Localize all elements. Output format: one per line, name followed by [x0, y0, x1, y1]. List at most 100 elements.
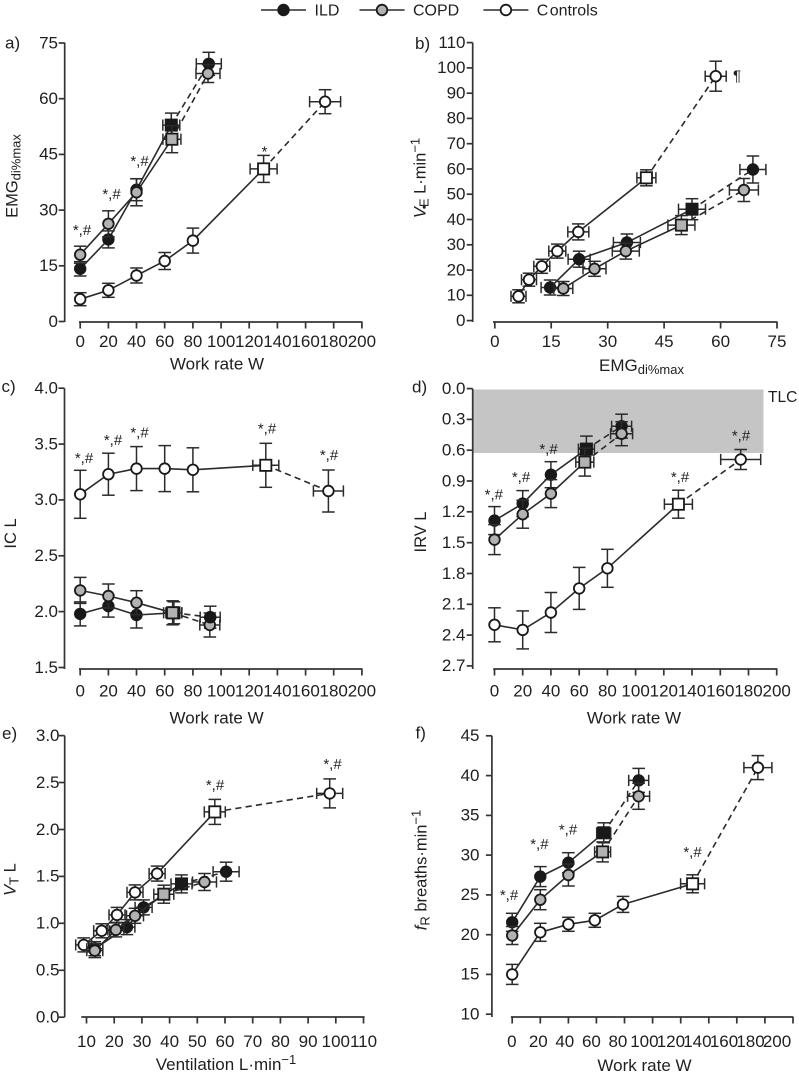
svg-text:0: 0: [490, 332, 499, 351]
svg-text:200: 200: [763, 1032, 791, 1051]
svg-text:80: 80: [608, 1032, 627, 1051]
svg-text:60: 60: [155, 682, 174, 701]
svg-text:180: 180: [734, 682, 762, 701]
svg-text:75: 75: [768, 332, 787, 351]
svg-text:2.0: 2.0: [36, 820, 60, 839]
svg-text:30: 30: [132, 1032, 151, 1051]
svg-text:100: 100: [322, 1032, 350, 1051]
svg-text:60: 60: [711, 332, 730, 351]
svg-text:*,#: *,#: [512, 469, 531, 486]
svg-text:25: 25: [461, 885, 480, 904]
svg-text:60: 60: [447, 159, 466, 178]
svg-text:TLC: TLC: [768, 389, 797, 406]
svg-text:180: 180: [736, 1032, 764, 1051]
svg-text:*,#: *,#: [530, 836, 549, 853]
svg-text:140: 140: [263, 332, 291, 351]
svg-text:d): d): [412, 378, 427, 397]
svg-text:0.5: 0.5: [36, 961, 60, 980]
svg-text:2.1: 2.1: [442, 595, 466, 614]
svg-text:20: 20: [461, 925, 480, 944]
svg-text:45: 45: [655, 332, 674, 351]
svg-text:120: 120: [235, 332, 263, 351]
svg-text:70: 70: [447, 134, 466, 153]
svg-text:EMGdi%max: EMGdi%max: [4, 134, 24, 218]
svg-text:30: 30: [461, 845, 480, 864]
svg-text:f): f): [416, 723, 426, 742]
svg-text:180: 180: [320, 332, 348, 351]
svg-text:90: 90: [447, 84, 466, 103]
svg-text:60: 60: [216, 1032, 235, 1051]
svg-text:0: 0: [456, 311, 465, 330]
svg-text:*,#: *,#: [559, 822, 578, 839]
svg-text:a): a): [5, 34, 20, 53]
svg-text:45: 45: [461, 726, 480, 745]
svg-text:*,#: *,#: [130, 153, 149, 170]
svg-text:160: 160: [710, 1032, 738, 1051]
svg-text:100: 100: [437, 58, 465, 77]
svg-text:160: 160: [291, 682, 319, 701]
svg-text:20: 20: [99, 682, 118, 701]
svg-text:C ontrols: C ontrols: [537, 3, 598, 20]
svg-text:40: 40: [541, 682, 560, 701]
svg-text:15: 15: [542, 332, 561, 351]
svg-text:ILD: ILD: [315, 3, 340, 20]
svg-text:15: 15: [461, 965, 480, 984]
svg-text:10: 10: [77, 1032, 96, 1051]
svg-text:200: 200: [348, 682, 376, 701]
svg-text:70: 70: [243, 1032, 262, 1051]
svg-text:*,#: *,#: [102, 186, 121, 203]
svg-text:1.5: 1.5: [442, 533, 466, 552]
svg-text:IC L: IC L: [2, 518, 20, 548]
svg-text:*,#: *,#: [73, 222, 92, 239]
svg-text:20: 20: [99, 332, 118, 351]
svg-text:3.5: 3.5: [34, 434, 58, 453]
svg-text:0: 0: [507, 1032, 516, 1051]
svg-text:IRV L: IRV L: [412, 512, 430, 553]
svg-text:1.2: 1.2: [442, 502, 466, 521]
svg-text:50: 50: [188, 1032, 207, 1051]
svg-text:*,#: *,#: [130, 425, 149, 442]
svg-text:VT L: VT L: [2, 863, 22, 896]
svg-text:1.0: 1.0: [36, 914, 60, 933]
svg-text:30: 30: [447, 235, 466, 254]
svg-text:20: 20: [447, 260, 466, 279]
svg-text:60: 60: [155, 332, 174, 351]
svg-text:*,#: *,#: [732, 428, 751, 445]
svg-text:110: 110: [438, 33, 465, 52]
svg-text:e): e): [2, 724, 17, 743]
svg-text:0.6: 0.6: [442, 441, 466, 460]
svg-text:30: 30: [39, 200, 58, 219]
svg-text:1.5: 1.5: [34, 658, 58, 677]
svg-text:20: 20: [529, 1032, 548, 1051]
svg-text:2.4: 2.4: [442, 625, 466, 644]
svg-text:80: 80: [598, 682, 617, 701]
svg-text:200: 200: [348, 332, 376, 351]
svg-text:Work rate W: Work rate W: [597, 1056, 691, 1075]
svg-text:15: 15: [39, 256, 58, 275]
svg-text:40: 40: [555, 1032, 574, 1051]
svg-text:3.0: 3.0: [34, 490, 58, 509]
svg-text:40: 40: [461, 766, 480, 785]
svg-text:120: 120: [235, 682, 263, 701]
svg-text:20: 20: [105, 1032, 124, 1051]
svg-text:Work rate W: Work rate W: [170, 709, 264, 728]
svg-text:80: 80: [183, 682, 202, 701]
svg-text:c): c): [2, 377, 16, 396]
svg-text:140: 140: [263, 682, 291, 701]
svg-text:140: 140: [683, 1032, 711, 1051]
svg-text:b): b): [415, 34, 430, 53]
svg-text:100: 100: [207, 682, 235, 701]
svg-text:*,#: *,#: [258, 421, 277, 438]
svg-text:*,#: *,#: [485, 487, 504, 504]
svg-text:80: 80: [447, 109, 466, 128]
svg-text:*,#: *,#: [206, 777, 225, 794]
svg-text:*: *: [262, 144, 268, 161]
svg-text:10: 10: [461, 1005, 480, 1024]
svg-text:120: 120: [657, 1032, 685, 1051]
svg-text:0: 0: [490, 682, 499, 701]
svg-text:0: 0: [75, 682, 84, 701]
svg-text:10: 10: [447, 286, 466, 305]
svg-text:90: 90: [299, 1032, 318, 1051]
svg-text:4.0: 4.0: [34, 379, 58, 398]
svg-text:2.5: 2.5: [36, 773, 60, 792]
